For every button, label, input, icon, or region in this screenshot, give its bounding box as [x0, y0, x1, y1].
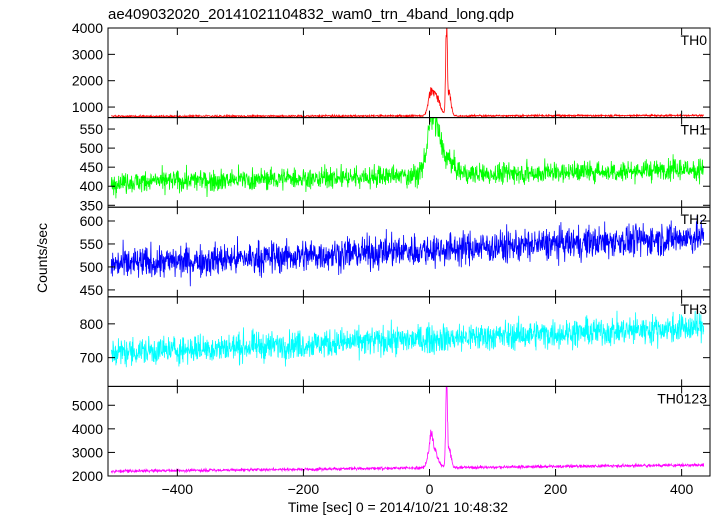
x-axis-label: Time [sec] 0 = 2014/10/21 10:48:32	[288, 499, 508, 515]
series-line-th1	[110, 117, 705, 199]
y-tick-label: 550	[80, 121, 104, 137]
x-tick-label: 200	[544, 481, 568, 497]
y-tick-label: 450	[80, 159, 104, 175]
panel-label: TH1	[681, 122, 708, 138]
y-tick-label: 600	[80, 213, 104, 229]
series-line-th0123	[110, 386, 705, 474]
panel-frame	[107, 385, 711, 477]
panels-group: TH01000200030004000TH1350400450500550TH2…	[72, 20, 711, 497]
chart-title: ae409032020_20141021104832_wam0_trn_4ban…	[108, 6, 514, 23]
y-tick-label: 4000	[72, 421, 103, 437]
y-tick-label: 3000	[72, 444, 103, 460]
panel-label: TH0	[681, 32, 708, 48]
panel-frame	[107, 27, 711, 119]
y-tick-label: 700	[80, 350, 104, 366]
panel-label: TH2	[681, 211, 708, 227]
y-tick-label: 5000	[72, 397, 103, 413]
panel-th0: TH0 1000 2000 3000 4000	[72, 20, 711, 119]
y-tick-label: 550	[80, 236, 104, 252]
y-tick-label: 400	[80, 178, 104, 194]
x-tick-label: −200	[288, 481, 320, 497]
y-tick-label: 500	[80, 259, 104, 275]
y-tick-label: 4000	[72, 20, 103, 36]
y-tick-label: 2000	[72, 73, 103, 89]
y-tick-label: 3000	[72, 46, 103, 62]
y-tick-label: 500	[80, 140, 104, 156]
panel-th1: TH1 350 400 450 500 550	[80, 117, 711, 213]
y-tick-label: 800	[80, 316, 104, 332]
x-tick-label: 0	[426, 481, 434, 497]
series-line-th0	[111, 28, 704, 118]
x-tick-label: −400	[162, 481, 194, 497]
panel-th0123: TH0123 2000 3000 4000 5000	[72, 385, 711, 484]
panel-th3: TH3 700 800	[80, 296, 711, 387]
x-tick-label: 400	[670, 481, 694, 497]
y-tick-label: 450	[80, 282, 104, 298]
panel-th2: TH2 450 500 550 600	[80, 206, 711, 298]
y-tick-label: 2000	[72, 468, 103, 484]
series-line-th3	[110, 310, 705, 368]
panel-frame	[107, 117, 711, 208]
y-tick-label: 350	[80, 197, 104, 213]
y-axis-label: Counts/sec	[34, 223, 50, 293]
series-line-th2	[110, 215, 705, 287]
y-tick-label: 1000	[72, 99, 103, 115]
panel-label: TH3	[681, 301, 708, 317]
panel-label: TH0123	[657, 390, 707, 406]
